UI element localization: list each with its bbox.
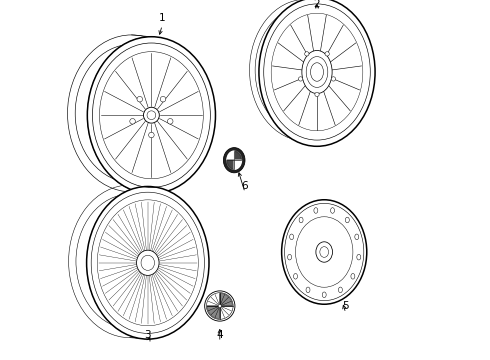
Ellipse shape <box>223 148 245 173</box>
Text: 6: 6 <box>242 181 248 191</box>
Ellipse shape <box>259 0 375 146</box>
Ellipse shape <box>306 287 310 293</box>
Text: 1: 1 <box>159 13 166 23</box>
Polygon shape <box>220 293 233 306</box>
Ellipse shape <box>357 255 361 260</box>
Polygon shape <box>227 160 234 169</box>
Circle shape <box>218 305 221 307</box>
Ellipse shape <box>339 287 343 293</box>
Ellipse shape <box>314 208 318 213</box>
Ellipse shape <box>331 208 335 213</box>
Polygon shape <box>234 160 242 169</box>
Text: 2: 2 <box>314 0 320 9</box>
Ellipse shape <box>294 274 297 279</box>
Ellipse shape <box>295 217 353 287</box>
Circle shape <box>325 52 329 56</box>
Ellipse shape <box>282 200 367 304</box>
Circle shape <box>130 118 135 124</box>
Ellipse shape <box>322 292 326 298</box>
Text: 4: 4 <box>217 330 223 340</box>
Circle shape <box>144 107 159 123</box>
Circle shape <box>148 132 154 138</box>
Ellipse shape <box>87 37 216 194</box>
Polygon shape <box>227 151 234 160</box>
Polygon shape <box>207 306 220 319</box>
Circle shape <box>205 291 235 321</box>
Ellipse shape <box>351 274 355 279</box>
Ellipse shape <box>87 186 209 339</box>
Ellipse shape <box>137 250 159 275</box>
Polygon shape <box>234 151 242 160</box>
Ellipse shape <box>299 217 303 223</box>
Ellipse shape <box>226 150 242 170</box>
Circle shape <box>168 118 173 124</box>
Ellipse shape <box>355 234 359 240</box>
Ellipse shape <box>345 217 349 223</box>
Circle shape <box>305 52 309 56</box>
Circle shape <box>137 96 143 102</box>
Circle shape <box>160 96 166 102</box>
Text: 3: 3 <box>145 330 151 340</box>
Circle shape <box>331 77 336 81</box>
Ellipse shape <box>316 242 333 262</box>
Circle shape <box>298 77 303 81</box>
Text: 5: 5 <box>343 301 349 311</box>
Circle shape <box>315 92 319 96</box>
Ellipse shape <box>288 255 292 260</box>
Ellipse shape <box>302 50 332 94</box>
Ellipse shape <box>290 234 294 240</box>
